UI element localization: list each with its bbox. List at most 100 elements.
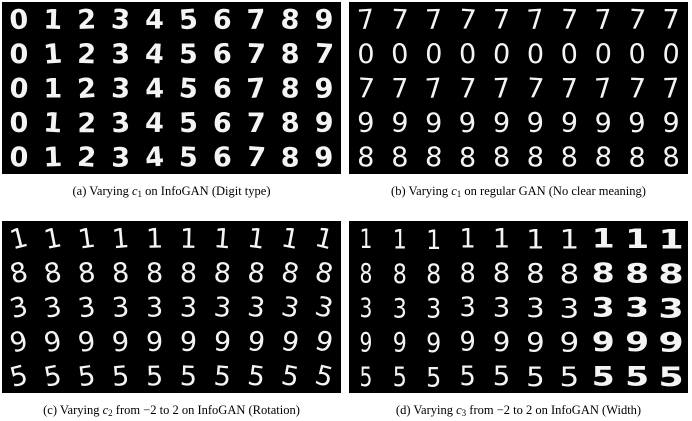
digit-a-r0-c6: 6 (212, 4, 232, 36)
caption-c-suffix: from −2 to 2 on InfoGAN (Rotation) (112, 403, 300, 417)
digit-b-r2-c5: 7 (526, 73, 545, 105)
digit-d-r2-c0: 3 (360, 292, 373, 324)
caption-a-suffix: on InfoGAN (Digit type) (142, 184, 271, 198)
digit-b-r3-c4: 9 (492, 108, 510, 140)
caption-d-sub: 3 (461, 408, 467, 418)
digit-b-r2-c4: 7 (492, 73, 510, 105)
digit-d-r4-c7: 5 (592, 361, 615, 392)
digit-b-r4-c0: 8 (357, 142, 375, 174)
digit-c-r0-c7: 1 (246, 223, 267, 256)
digit-b-r1-c2: 0 (425, 39, 443, 71)
digit-b-r4-c8: 8 (629, 142, 646, 173)
digit-d-r4-c1: 5 (393, 361, 407, 393)
digit-d-r1-c5: 8 (526, 258, 545, 290)
caption-b-sub: 1 (456, 189, 462, 199)
digit-d-r3-c9: 9 (658, 326, 683, 358)
digit-d-r1-c9: 8 (658, 258, 683, 290)
digit-a-r0-c3: 3 (110, 4, 131, 36)
digit-d-r2-c1: 3 (393, 292, 407, 324)
digit-a-r0-c2: 2 (77, 4, 97, 36)
digit-c-r1-c5: 8 (179, 258, 197, 289)
digit-c-r4-c5: 5 (179, 361, 197, 392)
digit-a-r1-c9: 7 (314, 38, 335, 70)
digit-d-r3-c1: 9 (393, 327, 407, 359)
digit-d-r2-c2: 3 (426, 292, 441, 324)
digit-d-r4-c8: 5 (625, 361, 649, 392)
digit-c-r0-c0: 1 (7, 222, 31, 256)
digit-c-r4-c9: 5 (312, 360, 336, 393)
digit-b-r2-c8: 7 (628, 73, 646, 105)
digit-grid-d: 1 1 1 1 1 1 1 1 1 18 8 8 8 8 8 8 8 8 83 3 3 3 3 3 3 3 3 39 9 9 9 9 9 9 9 9 9… (349, 221, 688, 393)
digit-a-r2-c8: 8 (280, 73, 300, 105)
digit-b-r0-c4: 7 (493, 5, 510, 36)
digit-c-r2-c4: 3 (146, 292, 164, 323)
digit-c-r0-c3: 1 (111, 223, 131, 255)
digit-d-r1-c3: 8 (459, 258, 475, 289)
digit-c-r0-c1: 1 (41, 222, 64, 256)
digit-b-r3-c9: 9 (662, 108, 680, 140)
digit-c-r2-c3: 3 (111, 292, 131, 324)
digit-d-r2-c3: 3 (459, 293, 475, 324)
digit-b-r0-c5: 7 (526, 4, 545, 36)
digit-a-r1-c2: 2 (77, 39, 97, 71)
digit-d-r2-c7: 3 (592, 292, 615, 323)
caption-d-suffix: from −2 to 2 on InfoGAN (Width) (466, 403, 642, 417)
digit-a-r1-c3: 3 (111, 39, 131, 71)
digit-b-r4-c4: 8 (492, 142, 511, 174)
digit-a-r1-c4: 4 (144, 38, 165, 70)
digit-b-r1-c3: 0 (459, 39, 477, 71)
digit-d-r0-c8: 1 (625, 224, 649, 255)
digit-b-r3-c7: 9 (595, 108, 612, 139)
caption-a-var: c (131, 184, 138, 198)
digit-d-r3-c7: 9 (592, 327, 615, 358)
digit-c-r2-c7: 3 (246, 291, 267, 324)
digit-a-r4-c7: 7 (246, 142, 267, 174)
digit-d-r3-c5: 9 (526, 327, 545, 359)
digit-b-r2-c3: 7 (459, 73, 477, 105)
digit-a-r2-c5: 5 (178, 73, 199, 105)
digit-d-r3-c4: 9 (493, 327, 511, 358)
digit-b-r1-c0: 0 (357, 39, 374, 70)
digit-d-r0-c6: 1 (559, 223, 579, 255)
digit-b-r3-c5: 9 (526, 108, 544, 140)
digit-a-r2-c0: 0 (8, 73, 29, 105)
digit-c-r2-c0: 3 (7, 291, 31, 325)
digit-b-r3-c3: 9 (458, 107, 477, 139)
digit-a-r0-c9: 9 (315, 5, 334, 36)
digit-c-r0-c8: 1 (279, 222, 302, 256)
digit-a-r1-c8: 8 (280, 39, 300, 71)
digit-c-r1-c3: 8 (111, 257, 131, 289)
digit-d-r4-c4: 5 (493, 361, 511, 392)
caption-b-prefix: (b) Varying (391, 184, 452, 198)
digit-d-r2-c8: 3 (625, 292, 649, 323)
digit-c-r2-c5: 3 (179, 292, 197, 323)
digit-d-r0-c3: 1 (459, 224, 475, 255)
digit-c-r1-c1: 8 (41, 257, 64, 291)
digit-b-r2-c0: 7 (356, 73, 375, 105)
digit-b-r1-c1: 0 (390, 39, 409, 71)
digit-a-r3-c1: 1 (42, 107, 63, 139)
digit-a-r2-c1: 1 (43, 74, 62, 105)
caption-b-suffix: on regular GAN (No clear meaning) (461, 184, 646, 198)
digit-a-r4-c2: 2 (76, 142, 97, 174)
digit-d-r2-c9: 3 (658, 292, 683, 324)
digit-c-r3-c2: 9 (76, 326, 97, 359)
digit-a-r2-c2: 2 (76, 73, 97, 105)
digit-b-r4-c3: 8 (459, 142, 476, 173)
digit-c-r4-c8: 5 (279, 360, 302, 393)
digit-a-r3-c7: 7 (247, 108, 266, 139)
digit-a-r0-c0: 0 (8, 4, 29, 36)
digit-c-r4-c7: 5 (246, 360, 267, 393)
digit-d-r0-c1: 1 (393, 223, 407, 255)
digit-grid-c: 1 1 1 1 1 1 1 1 1 18 8 8 8 8 8 8 8 8 83 3 3 3 3 3 3 3 3 39 9 9 9 9 9 9 9 9 9… (2, 221, 341, 393)
digit-b-r3-c2: 9 (425, 108, 442, 139)
caption-b: (b) Varying c1 on regular GAN (No clear … (349, 184, 688, 199)
digit-a-r4-c5: 5 (179, 142, 199, 174)
digit-d-r0-c0: 1 (360, 223, 373, 255)
digit-d-r2-c6: 3 (559, 292, 579, 324)
digit-a-r3-c4: 4 (145, 108, 165, 140)
caption-d: (d) Varying c3 from −2 to 2 on InfoGAN (… (349, 403, 688, 418)
digit-c-r3-c9: 9 (312, 325, 336, 359)
